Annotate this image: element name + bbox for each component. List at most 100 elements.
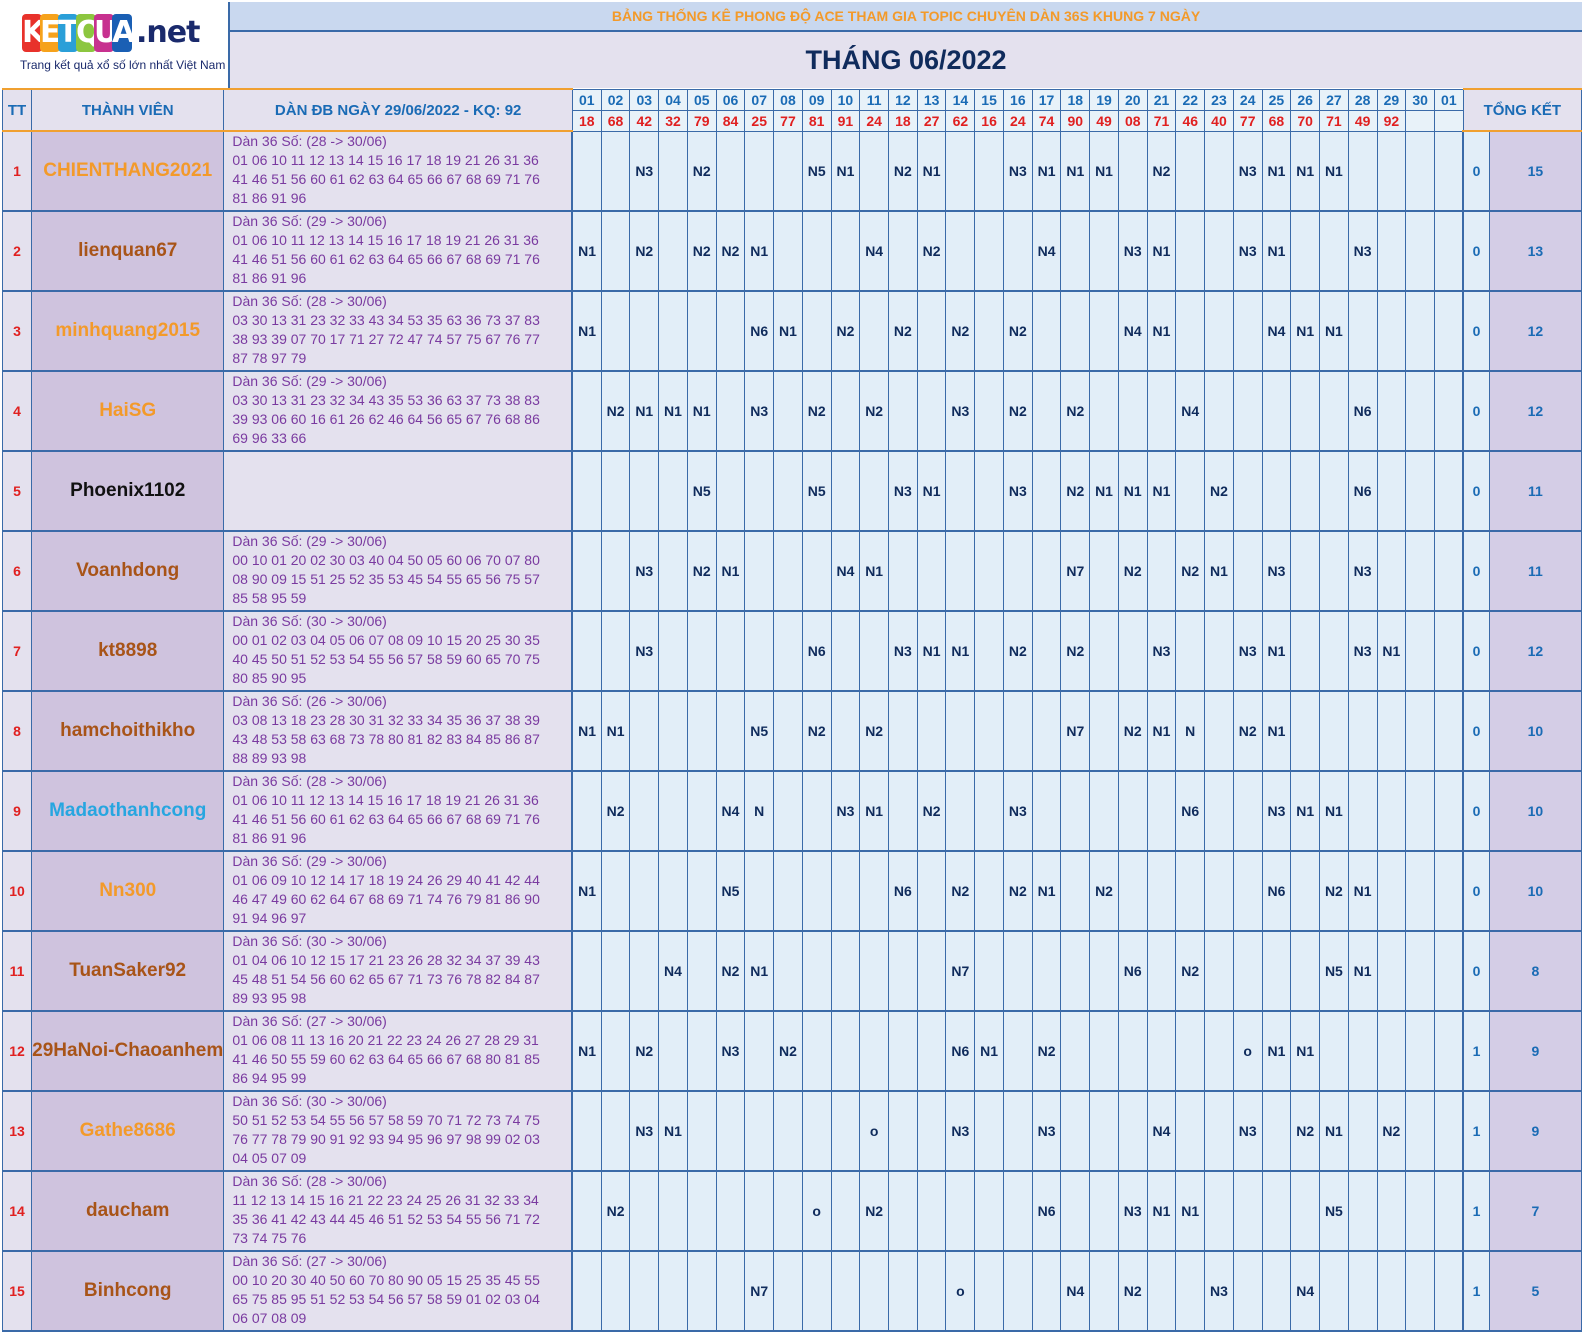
day-cell: [1347, 1010, 1378, 1092]
logo[interactable]: K E T Q U A .net Trang kết quả xổ số lớn nhất …: [2, 2, 230, 88]
dan-line: 41 46 51 56 60 61 62 63 64 65 66 67 68 6…: [232, 251, 540, 267]
row-number: 10: [1, 850, 33, 932]
day-cell: N2: [945, 850, 976, 932]
day-cell: [1002, 1010, 1033, 1092]
table-row: 13 Gathe8686 Dàn 36 Số: (30 -> 30/06) 50 51…: [1, 1090, 1583, 1172]
total-misses: 0: [1462, 690, 1490, 772]
day-cell: [1405, 930, 1435, 1012]
day-cell: [916, 1170, 947, 1252]
member-name: minhquang2015: [31, 290, 225, 372]
day-cell: [1060, 290, 1091, 372]
day-cell: [888, 530, 918, 612]
day-cell: N5: [744, 690, 775, 772]
total-misses: 0: [1462, 850, 1490, 932]
day-cell: [830, 1010, 861, 1092]
day-cell: [974, 770, 1004, 852]
day-cell: N1: [600, 690, 631, 772]
logo-suffix: .net: [136, 15, 200, 50]
dan-line: 73 74 75 76: [232, 1230, 307, 1246]
day-cell: N2: [888, 290, 918, 372]
day-cell: [1405, 450, 1435, 532]
dan-line: Dàn 36 Số: (28 -> 30/06): [232, 293, 387, 309]
day-cell: N1: [1261, 690, 1292, 772]
result-header: 24: [1002, 109, 1033, 132]
day-cell: N2: [600, 770, 631, 852]
day-cell: [1031, 450, 1062, 532]
day-cell: N2: [1117, 690, 1148, 772]
day-cell: N1: [658, 370, 688, 452]
day-cell: [744, 1170, 775, 1252]
member-name: hamchoithikho: [31, 690, 225, 772]
day-cell: [974, 130, 1004, 212]
day-cell: [974, 1250, 1004, 1332]
day-cell: [1031, 610, 1062, 692]
day-cell: [571, 770, 602, 852]
day-cell: N3: [1347, 210, 1378, 292]
day-cell: N1: [629, 370, 660, 452]
result-header: 81: [801, 109, 832, 132]
day-cell: [715, 1090, 746, 1172]
day-cell: [1146, 1250, 1177, 1332]
dan-line: 01 06 08 11 13 16 20 21 22 23 24 26 27 2…: [232, 1032, 539, 1048]
day-cell: N3: [1261, 530, 1292, 612]
day-cell: [1347, 690, 1378, 772]
day-cell: [1204, 1090, 1234, 1172]
day-cell: [859, 130, 890, 212]
result-header: 70: [1290, 109, 1321, 132]
table-row: 2 lienquan67 Dàn 36 Số: (29 -> 30/06) 01 06…: [1, 210, 1583, 292]
result-header: 49: [1089, 109, 1119, 132]
day-cell: [600, 1010, 631, 1092]
day-cell: N7: [1060, 690, 1091, 772]
day-cell: [974, 1170, 1004, 1252]
day-cell: [1089, 930, 1119, 1012]
day-cell: N1: [1146, 290, 1177, 372]
day-cell: [1405, 690, 1435, 772]
day-cell: N4: [830, 530, 861, 612]
day-cell: N3: [888, 450, 918, 532]
day-cell: N3: [888, 610, 918, 692]
day-cell: N: [1175, 690, 1206, 772]
logo-letter: A: [112, 14, 136, 52]
day-cell: [859, 930, 890, 1012]
dan-line: 89 93 95 98: [232, 990, 307, 1006]
day-cell: [974, 690, 1004, 772]
day-cell: [1232, 370, 1263, 452]
day-cell: N6: [1031, 1170, 1062, 1252]
day-cell: N1: [773, 290, 803, 372]
day-cell: [1433, 290, 1464, 372]
day-cell: [1031, 770, 1062, 852]
day-cell: [945, 1170, 976, 1252]
day-cell: N5: [801, 450, 832, 532]
day-cell: [1060, 1010, 1091, 1092]
day-cell: [1290, 850, 1321, 932]
day-cell: N: [744, 770, 775, 852]
day-cell: [773, 690, 803, 772]
day-cell: N1: [830, 130, 861, 212]
day-cell: [1290, 690, 1321, 772]
total-misses: 0: [1462, 290, 1490, 372]
day-cell: N2: [686, 530, 717, 612]
day-cell: N6: [1117, 930, 1148, 1012]
row-number: 2: [1, 210, 33, 292]
day-cell: [1089, 1090, 1119, 1172]
dan-line: Dàn 36 Số: (26 -> 30/06): [232, 693, 387, 709]
day-cell: [1031, 370, 1062, 452]
day-cell: [686, 690, 717, 772]
day-cell: [773, 1250, 803, 1332]
day-cell: [1433, 1010, 1464, 1092]
total-misses: 1: [1462, 1170, 1490, 1252]
result-header: 49: [1347, 109, 1378, 132]
dan-line: 91 94 96 97: [232, 910, 307, 926]
day-cell: N3: [744, 370, 775, 452]
day-cell: [1204, 1010, 1234, 1092]
day-cell: [1232, 850, 1263, 932]
total-misses: 1: [1462, 1010, 1490, 1092]
day-cell: [801, 1010, 832, 1092]
day-cell: N1: [945, 610, 976, 692]
day-cell: [1089, 530, 1119, 612]
day-cell: [1319, 450, 1349, 532]
day-cell: N3: [1146, 610, 1177, 692]
table-row: 10 Nn300 Dàn 36 Số: (29 -> 30/06) 01 06 09 …: [1, 850, 1583, 932]
dan-numbers: Dàn 36 Số: (28 -> 30/06) 11 12 13 14 15 1…: [223, 1170, 574, 1252]
sheet-subtitle: BẢNG THỐNG KÊ PHONG ĐỘ ACE THAM GIA TOPI…: [230, 2, 1582, 32]
